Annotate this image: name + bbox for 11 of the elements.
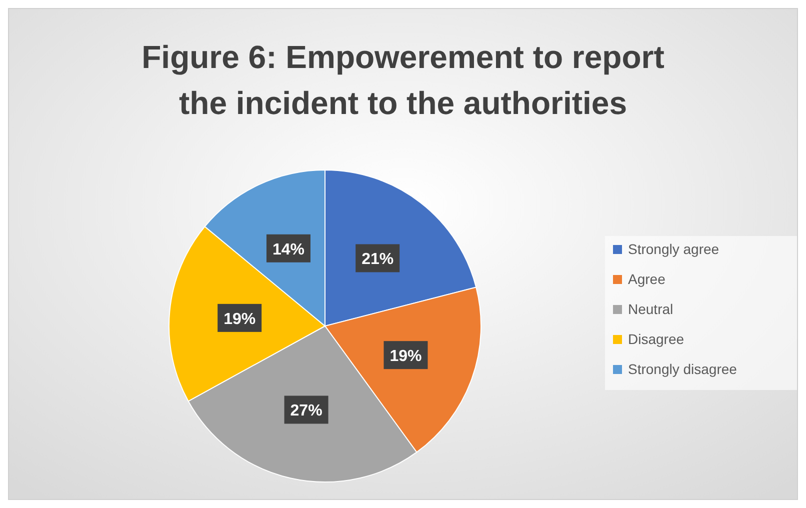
data-label: 27% [290, 402, 322, 420]
data-label: 19% [224, 310, 256, 328]
legend-label: Disagree [628, 331, 684, 347]
legend-label: Agree [628, 271, 666, 287]
data-label: 19% [390, 348, 422, 366]
legend-label: Strongly agree [628, 241, 720, 257]
data-label: 21% [362, 251, 394, 268]
chart-title: Figure 6: Empowerement to report the incident to the authorities [142, 39, 665, 121]
legend-label: Neutral [628, 301, 674, 317]
legend-label: Strongly disagree [628, 361, 738, 377]
data-label: 14% [272, 241, 304, 258]
